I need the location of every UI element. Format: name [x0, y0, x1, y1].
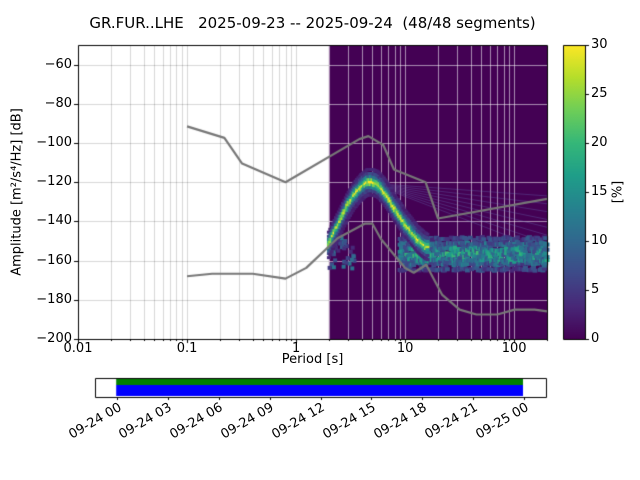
x-tick-label: 1: [291, 341, 301, 356]
y-tick-label: −100: [36, 135, 72, 150]
y-tick-label: −120: [36, 174, 72, 190]
x-tick-label: 0.01: [63, 341, 93, 356]
colorbar-tick-label: 10: [591, 233, 608, 248]
colorbar-tick-label: 15: [591, 184, 608, 199]
x-tick-label: 100: [501, 341, 527, 356]
y-tick-label: −80: [44, 95, 72, 111]
plot-title: GR.FUR..LHE 2025-09-23 -- 2025-09-24 (48…: [89, 14, 536, 32]
y-tick-label: −200: [36, 331, 72, 346]
colorbar-tick-label: 0: [591, 331, 600, 346]
x-tick-label: 0.1: [176, 341, 198, 356]
colorbar-tick-label: 25: [591, 86, 608, 101]
y-tick-label: −140: [36, 213, 72, 229]
x-axis-label: Period [s]: [281, 352, 344, 367]
y-tick-label: −180: [36, 291, 72, 307]
y-tick-label: −60: [44, 56, 72, 72]
colorbar-tick-label: 20: [591, 135, 608, 150]
y-axis-label: Amplitude [m²/s⁴/Hz] [dB]: [9, 108, 25, 276]
colorbar-tick-label: 5: [591, 282, 600, 297]
colorbar-label: [%]: [610, 180, 626, 204]
y-tick-label: −160: [36, 252, 72, 268]
x-tick-label: 10: [396, 341, 414, 356]
colorbar-tick-label: 30: [591, 37, 608, 52]
